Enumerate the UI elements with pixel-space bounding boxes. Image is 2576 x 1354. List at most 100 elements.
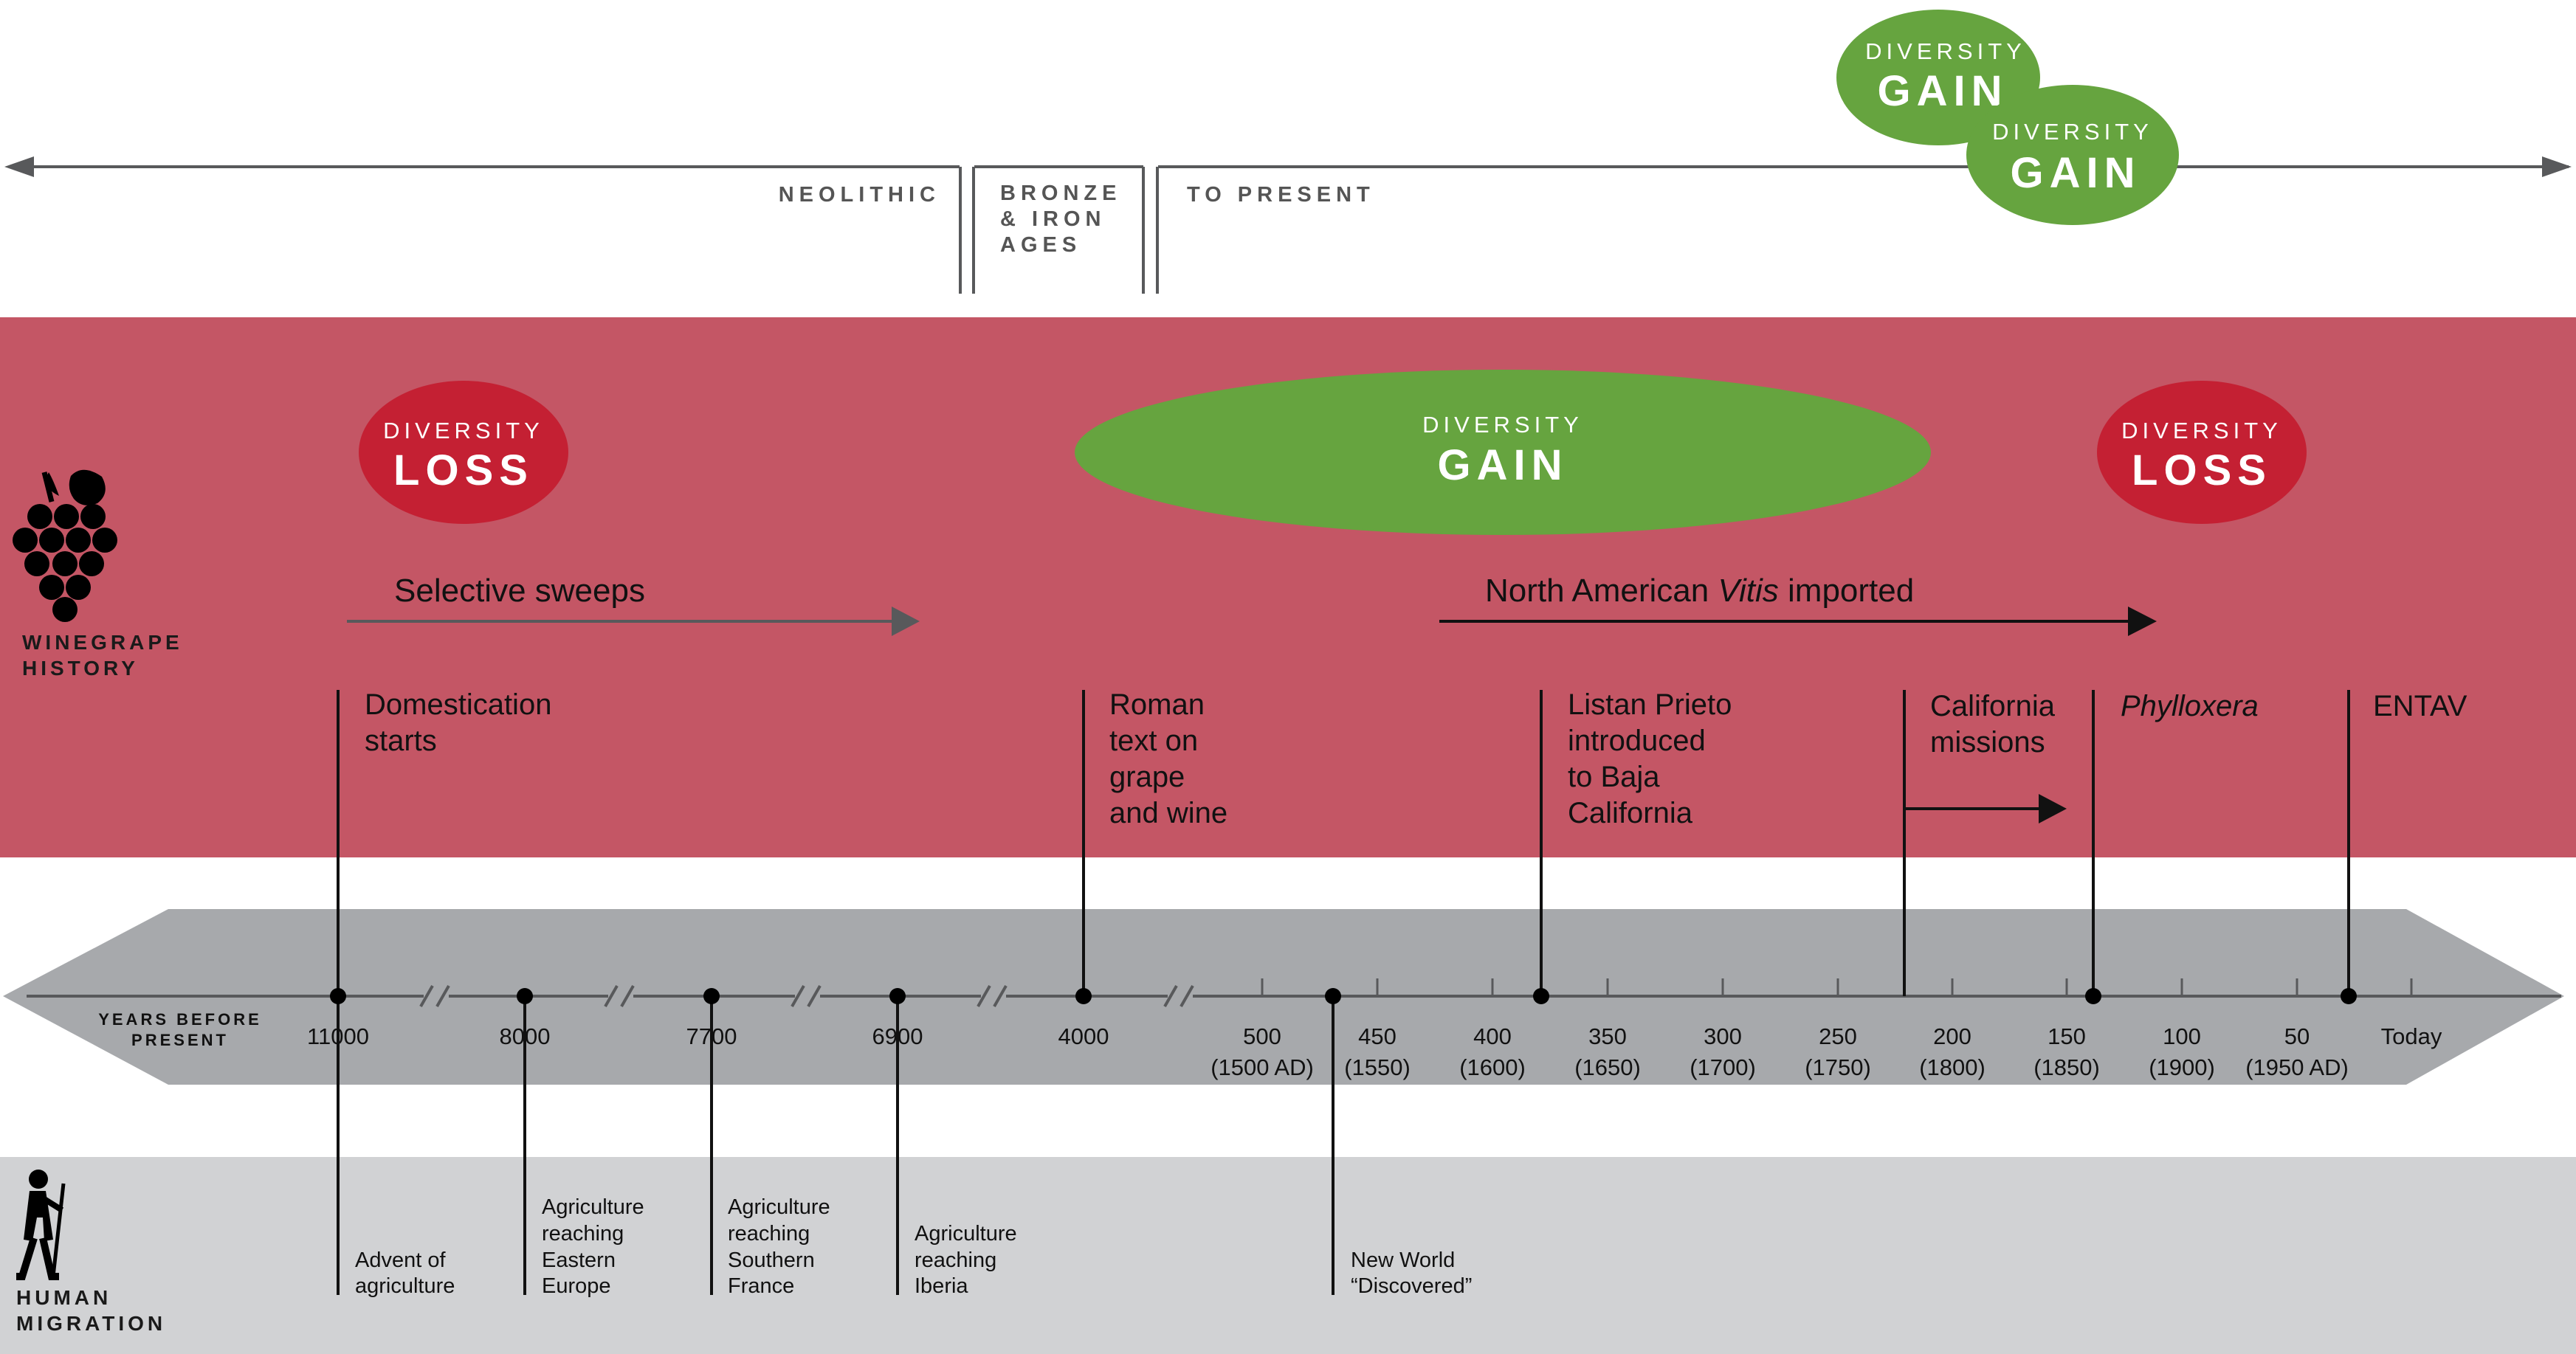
tick-sublabel: (1650) <box>1574 1054 1641 1080</box>
tick-sublabel: (1800) <box>1919 1054 1986 1080</box>
svg-text:Advent of: Advent of <box>355 1248 446 1272</box>
dot-11000 <box>330 988 346 1004</box>
event-dots <box>330 988 2357 1004</box>
tick-sublabel: (1900) <box>2149 1054 2215 1080</box>
svg-text:Eastern: Eastern <box>542 1248 616 1272</box>
dot-8000 <box>517 988 533 1004</box>
era-axis-right-arrowhead <box>2542 156 2572 177</box>
dot-entav <box>2341 988 2357 1004</box>
diversity-loss-right: DIVERSITY LOSS <box>2097 381 2307 524</box>
svg-text:Agriculture: Agriculture <box>728 1195 830 1219</box>
california-missions-arrowhead <box>2039 794 2067 823</box>
tick-label: 500 <box>1243 1023 1281 1049</box>
event-listan-line4: California <box>1568 797 1693 829</box>
tick-sublabel: (1950 AD) <box>2245 1054 2349 1080</box>
event-phylloxera: Phylloxera <box>2121 690 2259 722</box>
dot-listan <box>1533 988 1549 1004</box>
event-listan-line2: introduced <box>1568 725 1706 757</box>
vitis-imported-arrowhead <box>2128 607 2157 636</box>
svg-text:Agriculture: Agriculture <box>915 1222 1017 1246</box>
svg-text:Southern: Southern <box>728 1248 815 1272</box>
migration-eastern-europe: Agriculture reaching Eastern Europe <box>542 1195 644 1298</box>
svg-text:LOSS: LOSS <box>2132 446 2272 494</box>
svg-text:DIVERSITY: DIVERSITY <box>383 418 544 443</box>
diversity-loss-left: DIVERSITY LOSS <box>359 381 568 524</box>
dot-new-world <box>1325 988 1341 1004</box>
tick-label: 350 <box>1588 1023 1627 1049</box>
tick-label: 400 <box>1473 1023 1512 1049</box>
event-listan-line3: to Baja <box>1568 761 1660 793</box>
tick-label: 450 <box>1358 1023 1397 1049</box>
vitis-imported-label: North American Vitis imported <box>1485 573 1914 609</box>
svg-text:reaching: reaching <box>542 1222 624 1246</box>
svg-text:reaching: reaching <box>915 1248 996 1272</box>
svg-text:GAIN: GAIN <box>1878 67 2008 115</box>
svg-text:Europe: Europe <box>542 1274 611 1298</box>
tick-sublabel: (1750) <box>1805 1054 1871 1080</box>
tick-sublabel: (1850) <box>2033 1054 2100 1080</box>
axis-breaks <box>419 985 1194 1007</box>
years-before-present-line1: YEARS BEFORE <box>98 1010 262 1029</box>
era-neolithic: NEOLITHIC <box>779 183 940 207</box>
migration-new-world: New World “Discovered” <box>1351 1248 1472 1298</box>
winegrape-history-label-line1: WINEGRAPE <box>22 631 183 654</box>
tick-sublabel: (1600) <box>1459 1054 1526 1080</box>
era-axis-left-arrowhead <box>4 156 34 177</box>
tick-label: 200 <box>1933 1023 1971 1049</box>
dot-7700 <box>703 988 720 1004</box>
event-roman-line3: grape <box>1109 761 1185 793</box>
diversity-gain-top-1: DIVERSITY GAIN <box>1836 10 2040 145</box>
era-bronze-iron-line2: & IRON <box>1000 207 1106 231</box>
event-roman-line1: Roman <box>1109 688 1205 721</box>
tick-label: 100 <box>2163 1023 2201 1049</box>
svg-text:“Discovered”: “Discovered” <box>1351 1274 1472 1298</box>
event-connectors <box>337 690 2350 1295</box>
svg-text:GAIN: GAIN <box>1438 441 1568 489</box>
svg-text:DIVERSITY: DIVERSITY <box>1422 412 1583 438</box>
tick-label: 4000 <box>1058 1023 1109 1049</box>
tick-label: Today <box>2381 1023 2442 1049</box>
event-roman-line2: text on <box>1109 725 1198 757</box>
svg-text:DIVERSITY: DIVERSITY <box>2121 418 2282 443</box>
event-california-line2: missions <box>1930 726 2045 759</box>
svg-text:agriculture: agriculture <box>355 1274 455 1298</box>
grape-icon <box>13 469 117 622</box>
svg-text:GAIN: GAIN <box>2011 149 2141 197</box>
svg-text:DIVERSITY: DIVERSITY <box>1865 38 2026 64</box>
migration-southern-france: Agriculture reaching Southern France <box>728 1195 830 1298</box>
human-migration-label-line1: HUMAN <box>16 1286 111 1309</box>
migration-advent: Advent of agriculture <box>355 1248 455 1298</box>
diversity-gain-top-2: DIVERSITY GAIN <box>1966 85 2179 225</box>
tick-label: 150 <box>2048 1023 2086 1049</box>
tick-sublabel: (1550) <box>1344 1054 1411 1080</box>
svg-text:LOSS: LOSS <box>393 446 534 494</box>
era-to-present: TO PRESENT <box>1187 183 1375 207</box>
tick-label: 50 <box>2284 1023 2310 1049</box>
svg-text:Iberia: Iberia <box>915 1274 968 1298</box>
svg-text:France: France <box>728 1274 794 1298</box>
tick-label: 250 <box>1819 1023 1857 1049</box>
event-domestication-line2: starts <box>365 725 437 757</box>
tick-label: 300 <box>1704 1023 1742 1049</box>
era-bronze-iron-line3: AGES <box>1000 233 1081 257</box>
human-migration-label-line2: MIGRATION <box>16 1312 166 1335</box>
event-entav: ENTAV <box>2373 690 2467 722</box>
human-migration-band <box>0 1157 2576 1354</box>
dot-4000 <box>1075 988 1092 1004</box>
event-domestication-line1: Domestication <box>365 688 551 721</box>
svg-text:DIVERSITY: DIVERSITY <box>1992 119 2153 145</box>
winegrape-history-label-line2: HISTORY <box>22 657 139 680</box>
svg-text:New World: New World <box>1351 1248 1455 1272</box>
diversity-gain-center: DIVERSITY GAIN <box>1075 370 1931 535</box>
event-listan-line1: Listan Prieto <box>1568 688 1732 721</box>
selective-sweeps-arrowhead <box>892 607 920 636</box>
svg-text:Agriculture: Agriculture <box>542 1195 644 1219</box>
tick-sublabel: (1700) <box>1690 1054 1756 1080</box>
tick-sublabel: (1500 AD) <box>1210 1054 1314 1080</box>
human-icon <box>16 1170 66 1280</box>
selective-sweeps-label: Selective sweeps <box>394 573 645 609</box>
event-california-line1: California <box>1930 690 2056 722</box>
migration-iberia: Agriculture reaching Iberia <box>915 1222 1017 1298</box>
dot-phylloxera <box>2085 988 2101 1004</box>
